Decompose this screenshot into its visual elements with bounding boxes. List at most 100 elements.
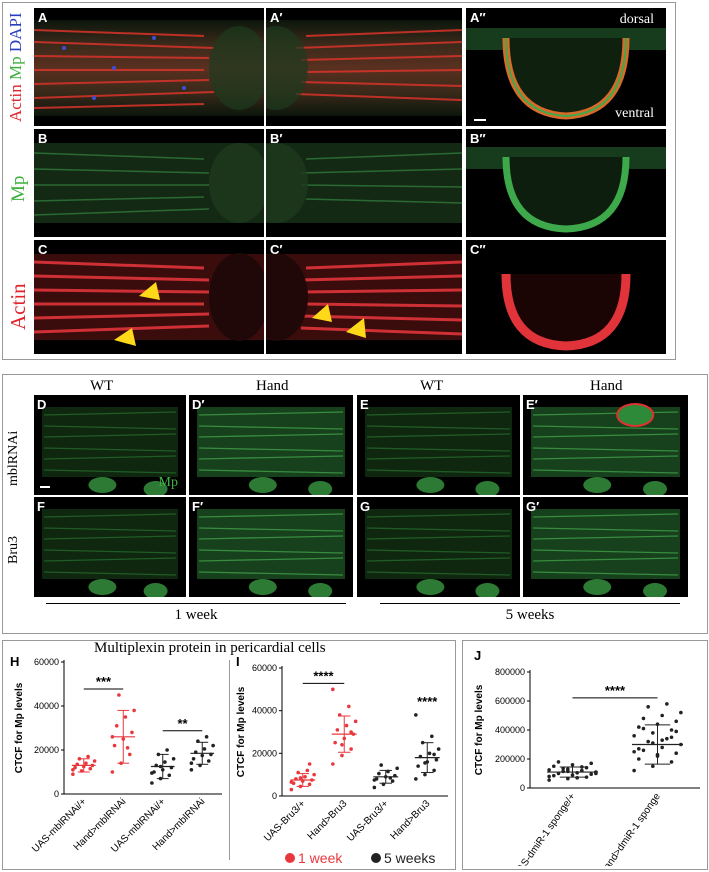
data-point [303,775,307,779]
data-point [632,734,636,738]
y-tick-label: 40000 [252,706,277,716]
data-point [130,730,134,735]
panel-label-A-dprime: A′′ [470,10,486,25]
data-point [556,760,561,764]
data-point [71,768,75,772]
data-point [436,747,441,751]
data-point [305,768,310,773]
data-point [307,762,312,766]
arrowhead-icon [139,282,160,300]
y-tick-label: 40000 [34,701,59,711]
data-point [637,725,641,729]
data-point [71,772,75,776]
data-point [125,746,130,750]
panel-F-prime: F′ [189,497,353,597]
col-header-hand-2: Hand [590,378,623,394]
data-point [372,785,377,790]
data-point [669,728,674,732]
data-point [340,743,344,747]
data-point [298,776,303,780]
panel-label-J: J [474,648,481,663]
arrowhead-icon [312,304,332,322]
row-label-mp: Mp [8,140,30,220]
panel-label-A: A [38,10,48,25]
data-point [110,770,115,774]
chart-I: I 0 20000 40000 60000 CTCF for Mp levels UAS-B… [236,654,448,866]
data-point [637,757,641,761]
legend-label: 5 weeks [384,850,435,866]
legend-marker [371,853,381,863]
data-point [117,693,121,697]
panel-label-F: F [37,499,45,514]
panel-A: A [34,8,264,126]
data-point [86,754,90,759]
row-label-actin: Actin [6,245,30,345]
data-point [589,761,593,766]
data-point [641,716,646,721]
panel-C-prime: C′ [266,240,462,354]
data-point [344,723,349,728]
significance-label: ** [177,716,188,731]
panel-label-D: D [37,397,47,412]
panel-label-H: H [10,654,19,669]
data-point [589,772,593,777]
data-point [150,771,154,775]
mp-label: Mp [6,56,25,80]
data-point [331,762,335,766]
data-point [163,760,167,764]
data-point [641,726,646,731]
significance-label: **** [605,683,626,698]
y-axis-label: CTCF for Mp levels [236,686,247,777]
y-tick-label: 60000 [252,663,277,673]
panel-C-dprime-image [501,273,631,351]
data-point [112,743,117,748]
data-point [395,766,399,771]
charts-block-J [462,640,708,870]
data-point [561,766,565,771]
chart-J: J 0 200000 400000 600000 800000 CTCF for Mp le… [474,648,700,866]
data-point [584,765,589,770]
x-tick-label: UAS-Bru3/+ [345,798,391,844]
y-tick-label: 20000 [34,745,59,755]
data-point [641,748,646,753]
panel-B: B [34,129,264,237]
panel-label-B-prime: B′ [270,131,283,146]
data-point [423,761,427,765]
data-point [289,780,294,784]
data-point [206,759,211,763]
data-point [92,759,97,763]
data-point [312,772,316,777]
data-point [390,779,395,783]
panel-label-B-dprime: B′′ [470,131,486,146]
panel-E-prime: E′ [523,395,688,495]
panel-B-prime: B′ [266,129,462,237]
data-point [379,763,383,767]
data-point [646,705,650,709]
data-point [114,724,119,728]
data-point [674,729,678,734]
data-point [88,766,93,771]
data-point [340,753,344,758]
data-point [191,757,196,761]
panel-A-prime: A′ [266,8,462,126]
arrowhead-icon [346,318,366,338]
data-point [566,776,570,781]
data-point [165,748,169,752]
y-tick-label: 0 [520,783,525,793]
panel-B-dprime-image [466,147,666,233]
data-point [430,734,434,739]
data-point [416,764,420,768]
panel-A-dprime-image [466,28,666,121]
panel-E: E [357,395,520,495]
panel-label-C-prime: C′ [270,242,283,257]
data-point [84,761,88,765]
panel-D: D Mp [34,395,186,495]
data-point [189,761,194,765]
panel-label-C-dprime: C′′ [470,242,486,257]
data-point [123,715,128,719]
arrowhead-icon [114,328,136,346]
dapi-label: DAPI [6,12,25,53]
actin-row-text: Actin [6,283,30,330]
panel-F: F [34,497,186,597]
